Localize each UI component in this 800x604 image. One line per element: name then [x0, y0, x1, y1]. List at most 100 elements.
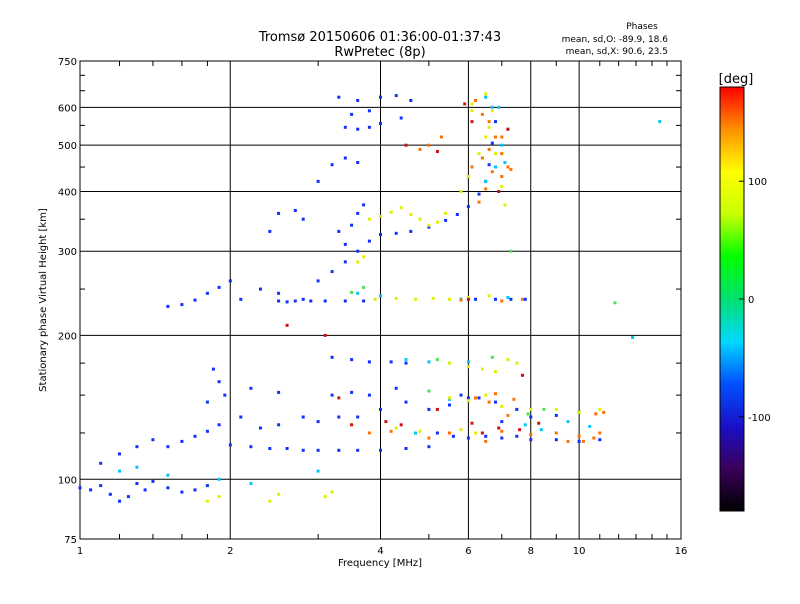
data-point — [466, 296, 470, 299]
data-point — [470, 120, 474, 124]
data-point — [497, 426, 501, 430]
data-point — [598, 407, 602, 411]
data-point — [592, 436, 596, 440]
data-point — [523, 297, 527, 301]
data-point — [367, 393, 371, 397]
data-point — [193, 434, 197, 438]
colorbar-tick-label: 100 — [748, 177, 767, 188]
info-line-x: mean, sd,X: 90.6, 23.5 — [566, 47, 668, 57]
data-point — [613, 301, 617, 305]
x-tick-label: 8 — [528, 546, 534, 557]
data-point — [494, 120, 497, 124]
data-point — [427, 436, 431, 440]
data-point — [554, 413, 558, 417]
data-point — [427, 445, 431, 449]
data-point — [427, 407, 431, 411]
data-point — [389, 429, 393, 433]
data-point — [466, 205, 470, 209]
data-point — [379, 448, 382, 452]
data-point — [474, 396, 477, 400]
x-axis-ticks: 1 2 4 6 8 10 16 — [77, 61, 687, 557]
data-point — [301, 217, 305, 221]
data-point — [477, 200, 481, 204]
data-point — [293, 299, 297, 303]
data-point — [217, 423, 221, 427]
data-point — [277, 211, 281, 215]
data-point — [350, 112, 354, 116]
data-point — [151, 479, 155, 483]
data-point — [494, 152, 497, 156]
data-point — [356, 161, 360, 164]
data-point — [515, 434, 519, 438]
data-point — [435, 431, 439, 435]
data-point — [487, 294, 491, 298]
data-point — [427, 360, 431, 364]
data-point — [474, 99, 477, 102]
data-point — [577, 434, 581, 438]
data-point — [440, 135, 443, 139]
data-point — [529, 415, 533, 419]
data-point — [367, 125, 371, 129]
data-point — [205, 484, 209, 488]
data-point — [448, 297, 451, 301]
data-point — [484, 434, 488, 438]
data-point — [494, 165, 497, 169]
data-point — [211, 367, 215, 371]
data-point — [409, 213, 413, 216]
data-point — [529, 433, 533, 437]
data-point — [521, 297, 524, 301]
data-point — [506, 127, 510, 131]
data-point — [379, 122, 382, 125]
data-point — [506, 413, 510, 417]
data-point — [526, 412, 530, 416]
data-point — [249, 482, 253, 485]
data-point — [509, 297, 513, 301]
data-point — [135, 465, 139, 469]
data-point — [554, 438, 558, 442]
data-point — [404, 447, 408, 450]
data-point — [470, 102, 474, 106]
data-point — [484, 179, 488, 183]
data-point — [228, 443, 232, 447]
data-point — [343, 156, 347, 160]
data-point — [151, 438, 155, 442]
data-point — [602, 410, 606, 414]
data-point — [427, 225, 431, 229]
data-point — [166, 445, 170, 449]
y-axis-ticks: 75 100 200 300 400 500 600 750 — [58, 57, 681, 546]
data-point — [477, 192, 481, 196]
data-point — [490, 105, 494, 109]
data-point — [500, 299, 504, 303]
data-point — [494, 392, 497, 396]
data-point — [180, 439, 184, 443]
data-point — [362, 203, 366, 207]
data-point — [126, 495, 130, 499]
data-point — [414, 431, 417, 435]
data-point — [529, 407, 533, 411]
data-point — [277, 299, 281, 303]
data-point — [343, 125, 347, 129]
data-point — [367, 360, 371, 364]
data-point — [506, 165, 510, 169]
data-point — [631, 336, 635, 339]
data-point — [108, 492, 112, 496]
data-point — [494, 370, 497, 374]
data-point — [518, 428, 522, 432]
data-point — [404, 361, 408, 365]
data-point — [249, 445, 253, 449]
data-point — [487, 163, 491, 167]
data-point — [205, 291, 209, 295]
data-point — [418, 217, 422, 221]
data-point — [259, 426, 262, 430]
data-point — [455, 213, 459, 216]
data-point — [118, 469, 121, 473]
data-point — [463, 102, 467, 106]
data-point — [268, 447, 272, 450]
data-point — [435, 358, 439, 362]
data-point — [217, 380, 221, 384]
data-point — [356, 291, 360, 295]
data-point — [277, 390, 281, 394]
data-point — [217, 495, 221, 499]
data-point — [477, 152, 481, 156]
data-point — [367, 431, 371, 435]
